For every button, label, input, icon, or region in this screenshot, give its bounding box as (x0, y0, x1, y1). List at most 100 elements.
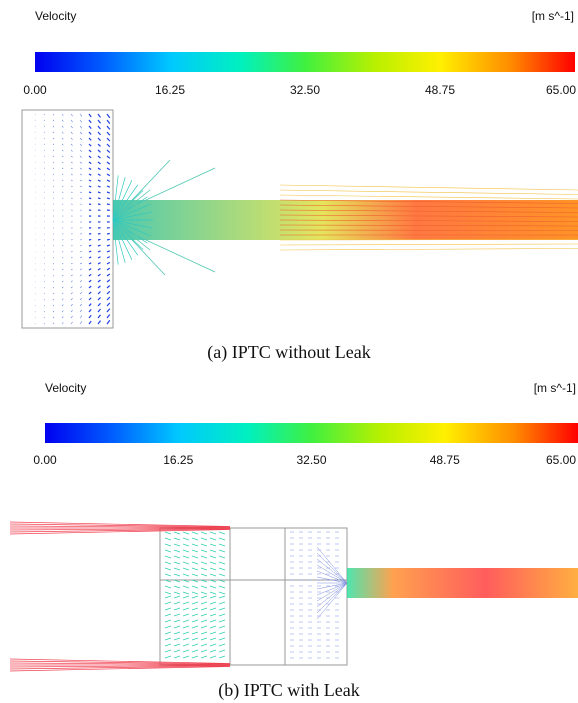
vector (191, 601, 199, 605)
vector (106, 285, 111, 289)
vector (79, 131, 83, 135)
vector (43, 137, 45, 139)
vector (209, 579, 217, 583)
vector (79, 125, 83, 129)
vector (70, 113, 73, 117)
vector (209, 567, 217, 571)
vector (88, 250, 92, 253)
vector (88, 137, 92, 141)
vector (106, 203, 110, 206)
vector (106, 232, 110, 235)
vector (79, 274, 83, 277)
vector (79, 119, 83, 123)
vector (279, 189, 578, 195)
vector (209, 607, 217, 611)
vector (97, 320, 101, 325)
vector (316, 582, 348, 608)
vector (112, 177, 126, 221)
vector (200, 613, 208, 617)
vector (209, 591, 217, 595)
vector (164, 613, 172, 617)
vector (106, 238, 110, 241)
vector (61, 257, 64, 259)
vector (209, 537, 217, 541)
vector (79, 297, 83, 301)
legend-unit: [m s^-1] (532, 9, 574, 23)
vector (9, 528, 231, 533)
vector (43, 287, 45, 289)
colorbar (35, 52, 575, 72)
vector (200, 625, 208, 629)
vector (112, 219, 126, 263)
vector (316, 564, 348, 584)
vector (114, 221, 151, 251)
vector (173, 555, 181, 559)
vector (70, 173, 73, 176)
vector (52, 263, 55, 265)
vector (52, 292, 55, 295)
vector (200, 607, 208, 611)
vector (88, 268, 92, 271)
vector (164, 625, 172, 629)
vector (43, 143, 45, 145)
vector (279, 209, 578, 213)
vector (279, 248, 578, 251)
vector (43, 317, 45, 319)
vector (173, 601, 181, 605)
vector (112, 175, 119, 221)
vector (61, 263, 64, 265)
vector (9, 529, 231, 535)
vector (209, 573, 217, 577)
vector (173, 573, 181, 577)
vector (9, 665, 231, 668)
vector (218, 649, 226, 653)
vector (279, 199, 578, 204)
vector (182, 555, 190, 559)
vector (316, 546, 348, 584)
vector (70, 125, 73, 129)
vector (61, 251, 64, 253)
vector (79, 173, 83, 176)
vector (218, 591, 226, 595)
vector (61, 304, 64, 307)
vector (52, 298, 55, 301)
vector (200, 591, 208, 595)
vector (173, 579, 181, 583)
vector (97, 244, 101, 247)
vector (88, 238, 92, 241)
vector (79, 256, 83, 259)
vector (218, 655, 226, 659)
tick-label: 32.50 (296, 453, 326, 467)
vector (79, 143, 83, 147)
vector (173, 549, 181, 553)
vector (279, 243, 578, 246)
vector (218, 573, 226, 577)
vector (61, 125, 64, 128)
vector (209, 643, 217, 647)
vector (52, 161, 55, 163)
vector (61, 143, 64, 146)
vector (52, 304, 55, 307)
vector (88, 262, 92, 265)
vector (209, 625, 217, 629)
vector (106, 143, 111, 148)
vector (200, 543, 208, 547)
vector (88, 119, 92, 124)
vector (182, 649, 190, 653)
vector (173, 613, 181, 617)
vector (279, 214, 578, 218)
vector (112, 219, 133, 260)
vector (173, 649, 181, 653)
vector (52, 137, 55, 140)
vector (200, 585, 208, 589)
vector (52, 131, 55, 134)
vector (79, 155, 83, 158)
vector (112, 219, 148, 244)
vector (9, 528, 231, 531)
vector (52, 167, 55, 169)
vector (9, 525, 231, 528)
vector (191, 613, 199, 617)
vector (88, 309, 92, 313)
vector (182, 537, 190, 541)
